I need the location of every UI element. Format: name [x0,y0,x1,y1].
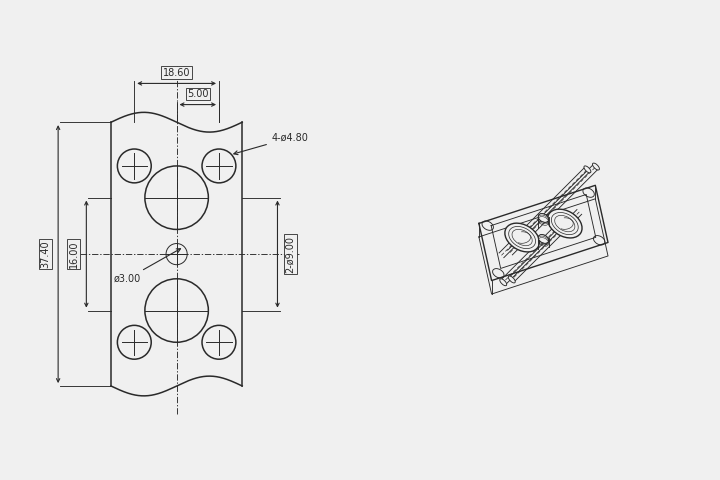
Text: 16.00: 16.00 [68,240,78,268]
Polygon shape [479,199,608,294]
Ellipse shape [593,163,600,170]
Ellipse shape [500,279,507,286]
Text: 37.40: 37.40 [40,240,50,268]
Ellipse shape [538,214,549,222]
Ellipse shape [584,166,591,173]
Text: ø3.00: ø3.00 [114,249,181,284]
Ellipse shape [538,235,549,243]
Text: 5.00: 5.00 [187,89,209,99]
Text: 4-ø4.80: 4-ø4.80 [234,133,309,155]
Polygon shape [479,185,608,281]
Text: 2-ø9.00: 2-ø9.00 [285,236,295,273]
Text: 18.60: 18.60 [163,68,190,78]
Ellipse shape [508,276,516,283]
Ellipse shape [547,209,582,238]
Ellipse shape [505,223,539,252]
